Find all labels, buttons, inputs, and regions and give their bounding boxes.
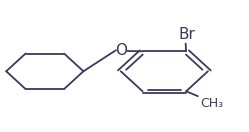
Text: CH₃: CH₃ [200, 97, 223, 110]
Text: O: O [115, 43, 127, 58]
Text: Br: Br [179, 27, 195, 42]
